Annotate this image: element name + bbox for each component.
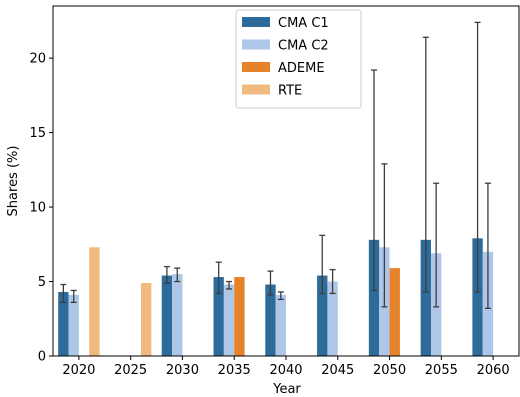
x-tick-label: 2035 <box>218 363 251 378</box>
x-tick-label: 2045 <box>321 363 354 378</box>
x-axis-label: Year <box>272 382 301 397</box>
legend-frame <box>235 9 362 109</box>
error-bar-cma-c1-2035 <box>215 261 222 295</box>
error-bar-cma-c2-2060 <box>484 182 491 309</box>
bar-cma-c1-2030 <box>161 275 173 356</box>
error-bar-cma-c1-2060 <box>474 21 481 293</box>
bars-layer <box>58 238 494 356</box>
y-tick-label: 15 <box>29 126 46 141</box>
error-bar-cma-c1-2050 <box>371 69 378 292</box>
bar-cma-c2-2045 <box>327 281 338 356</box>
bar-cma-c1-2045 <box>317 275 328 356</box>
bar-ademe-2050 <box>389 268 400 356</box>
legend-swatch-rte <box>242 84 270 95</box>
error-bar-cma-c2-2030 <box>174 267 181 283</box>
error-bar-cma-c2-2050 <box>381 163 388 308</box>
bar-ademe-2035 <box>234 277 245 356</box>
bar-cma-c1-2060 <box>472 238 483 356</box>
legend-label-ademe: ADEME <box>278 61 325 76</box>
x-tick-label: 2050 <box>373 363 406 378</box>
x-tick-label: 2030 <box>166 363 199 378</box>
error-bar-cma-c2-2035 <box>226 280 233 290</box>
error-bars-layer <box>60 21 491 309</box>
error-bar-cma-c2-2045 <box>329 268 336 295</box>
legend-label-rte: RTE <box>278 84 302 99</box>
bar-cma-c1-2035 <box>213 277 224 356</box>
error-bar-cma-c1-2045 <box>319 234 326 295</box>
bar-cma-c1-2050 <box>368 239 380 356</box>
bar-cma-c2-2040 <box>275 294 286 356</box>
y-axis-label: Shares (%) <box>6 146 21 217</box>
legend-label-cma-c2: CMA C2 <box>278 39 329 54</box>
error-bar-cma-c1-2030 <box>163 265 170 284</box>
y-tick-label: 0 <box>38 350 46 365</box>
error-bar-cma-c2-2055 <box>433 182 440 308</box>
error-bar-cma-c1-2020 <box>60 283 67 304</box>
bar-cma-c2-2020 <box>68 294 79 356</box>
bar-cma-c2-2035 <box>223 284 235 356</box>
bar-cma-c1-2020 <box>58 291 69 356</box>
legend: CMA C1 CMA C2 ADEME RTE <box>235 9 362 109</box>
x-tick-label: 2055 <box>425 363 458 378</box>
x-tick-label: 2020 <box>62 363 95 378</box>
x-tick-label: 2040 <box>269 363 302 378</box>
bar-cma-c1-2040 <box>265 284 276 356</box>
x-tick-label: 2025 <box>114 363 147 378</box>
error-bar-cma-c2-2040 <box>277 291 284 301</box>
legend-swatch-cma-c1 <box>242 17 270 27</box>
error-bar-cma-c1-2040 <box>267 270 274 296</box>
y-tick-label: 5 <box>38 275 46 290</box>
bar-rte-2020 <box>89 247 100 356</box>
bar-cma-c1-2055 <box>420 239 431 356</box>
bar-cma-c2-2030 <box>172 274 183 356</box>
error-bar-cma-c2-2020 <box>70 289 77 304</box>
bar-rte-2025 <box>141 283 152 356</box>
x-tick-label: 2060 <box>477 363 510 378</box>
y-tick-label: 10 <box>29 201 46 216</box>
legend-swatch-ademe <box>242 62 270 72</box>
error-bar-cma-c1-2055 <box>422 36 429 293</box>
y-tick-label: 20 <box>29 52 46 67</box>
legend-swatch-cma-c2 <box>242 39 270 50</box>
legend-label-cma-c1: CMA C1 <box>278 16 329 31</box>
